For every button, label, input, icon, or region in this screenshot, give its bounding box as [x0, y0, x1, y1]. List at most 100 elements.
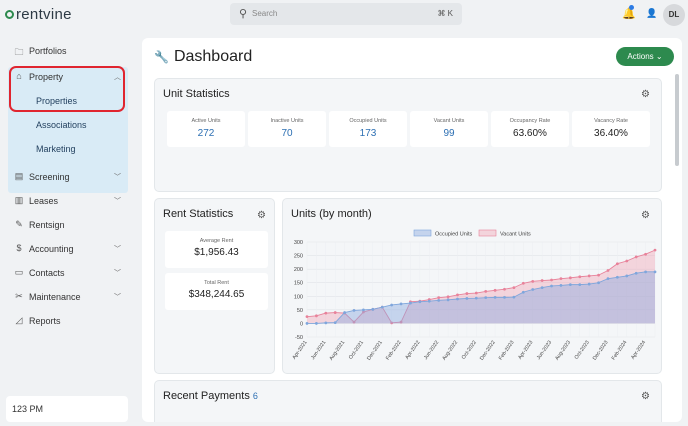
- sidebar-item-label: Accounting: [29, 244, 74, 254]
- chevron-down-icon[interactable]: ﹀: [114, 174, 121, 181]
- chevron-up-icon[interactable]: ︿: [114, 74, 121, 81]
- sidebar-item-label: Contacts: [29, 268, 65, 278]
- data-point: [615, 262, 619, 266]
- x-tick-label: Jun-2022: [423, 340, 440, 361]
- brand-logo[interactable]: rentvine: [5, 6, 72, 23]
- avatar[interactable]: DL: [663, 4, 685, 26]
- sidebar-item-reports[interactable]: ◿ Reports: [8, 310, 128, 332]
- data-point: [625, 259, 629, 263]
- x-tick-label: Oct-2023: [574, 340, 591, 361]
- highlight-annotation: [9, 66, 125, 112]
- sidebar-item-label: Screening: [29, 172, 70, 182]
- gear-icon[interactable]: ⚙: [257, 210, 266, 221]
- total-rent-label: Total Rent: [204, 280, 229, 286]
- x-tick-label: Oct-2022: [461, 340, 478, 361]
- average-rent-label: Average Rent: [199, 238, 234, 244]
- gear-icon[interactable]: ⚙: [641, 89, 650, 100]
- data-point: [399, 302, 403, 306]
- recent-payments-card: Recent Payments 6 ⚙: [154, 380, 662, 422]
- data-point: [521, 290, 525, 294]
- gear-icon[interactable]: ⚙: [641, 391, 650, 402]
- data-point: [362, 310, 365, 314]
- data-point: [371, 307, 375, 311]
- x-tick-label: Feb-2022: [385, 340, 403, 362]
- y-tick-label: 200: [294, 267, 303, 273]
- sidebar-item-property[interactable]: ⌂ Property ︿: [8, 66, 128, 88]
- data-point: [484, 296, 488, 300]
- card-title: Rent Statistics: [163, 208, 234, 220]
- data-point: [493, 288, 497, 292]
- sidebar-subitem-associations[interactable]: Associations: [8, 115, 128, 135]
- sidebar-subitem-marketing[interactable]: Marketing: [8, 139, 128, 159]
- page-title: 🔧 Dashboard: [154, 48, 252, 66]
- stat-value[interactable]: 173: [359, 128, 377, 139]
- sidebar-item-portfolios[interactable]: 🗀 Portfolios: [8, 40, 128, 62]
- series-area-vacant-units: [307, 250, 655, 324]
- stat-value[interactable]: 272: [197, 128, 215, 139]
- x-tick-label: Aug-2023: [554, 340, 572, 362]
- x-tick-label: Jun-2021: [310, 340, 327, 361]
- data-point: [305, 315, 309, 319]
- subitem-label: Marketing: [36, 144, 76, 154]
- recent-payments-title: Recent Payments: [163, 390, 250, 402]
- chevron-down-icon[interactable]: ﹀: [114, 294, 121, 301]
- actions-label: Actions: [627, 52, 654, 61]
- data-point: [380, 305, 384, 309]
- series-line-vacant-units: [306, 249, 656, 324]
- stat-tile: Inactive Units 70: [248, 111, 326, 147]
- y-tick-label: 150: [294, 281, 303, 287]
- sidebar-item-label: Leases: [29, 196, 59, 206]
- units-by-month-card: Units (by month) ⚙ -50 0 50 100 150 200 250 300…: [282, 198, 662, 374]
- x-tick-label: Dec-2021: [366, 340, 384, 362]
- data-point: [597, 273, 600, 277]
- search-bar[interactable]: ⚲ Search ⌘ K: [230, 3, 462, 25]
- data-point: [503, 295, 506, 299]
- data-point: [653, 270, 657, 274]
- data-point: [512, 286, 516, 289]
- sidebar-item-accounting[interactable]: $ Accounting ﹀: [8, 238, 128, 260]
- y-tick-label: 250: [294, 254, 303, 260]
- sidebar-item-maintenance[interactable]: ✂ Maintenance ﹀: [8, 286, 128, 308]
- payments-count[interactable]: 6: [252, 391, 258, 401]
- stat-value[interactable]: 99: [443, 128, 455, 139]
- data-point: [606, 269, 610, 272]
- stat-tile: Occupancy Rate 63.60%: [491, 111, 569, 147]
- sidebar-item-contacts[interactable]: ▭ Contacts ﹀: [8, 262, 128, 284]
- chevron-down-icon[interactable]: ﹀: [114, 198, 121, 205]
- brand-name: rentvine: [16, 6, 72, 23]
- sidebar-item-leases[interactable]: ▥ Leases ﹀: [8, 190, 128, 212]
- stat-label: Inactive Units: [270, 118, 304, 124]
- subitem-label: Properties: [36, 96, 78, 106]
- sidebar-subitem-properties[interactable]: Properties: [8, 91, 128, 111]
- y-tick-label: -50: [295, 335, 303, 341]
- data-point: [550, 278, 553, 282]
- user-icon[interactable]: 👤: [646, 8, 658, 18]
- stat-value[interactable]: 70: [281, 128, 293, 139]
- chevron-down-icon[interactable]: ﹀: [114, 246, 121, 253]
- gear-icon[interactable]: ⚙: [641, 210, 650, 221]
- stat-label: Occupied Units: [349, 118, 387, 124]
- sidebar-item-screening[interactable]: ▤ Screening ﹀: [8, 166, 128, 188]
- search-shortcut: ⌘ K: [437, 9, 453, 18]
- chevron-down-icon[interactable]: ﹀: [114, 270, 121, 277]
- sidebar-item-rentsign[interactable]: ✎ Rentsign: [8, 214, 128, 236]
- data-point: [427, 299, 431, 303]
- data-point: [634, 271, 638, 275]
- notifications-bell-icon[interactable]: 🔔: [622, 5, 636, 20]
- stat-value: 36.40%: [594, 128, 628, 139]
- y-tick-label: 50: [297, 308, 303, 314]
- actions-button[interactable]: Actions ⌄: [616, 47, 674, 66]
- unit-statistics-card: Unit Statistics ⚙ Active Units 272 Inactiv…: [154, 78, 662, 192]
- data-point: [324, 311, 328, 315]
- stat-label: Vacancy Rate: [594, 118, 628, 124]
- stat-tile: Vacant Units 99: [410, 111, 488, 147]
- total-rent-box: Total Rent $348,244.65: [165, 273, 268, 310]
- x-tick-label: Jun-2023: [536, 340, 553, 361]
- data-point: [456, 293, 459, 297]
- x-tick-label: Aug-2022: [441, 340, 459, 362]
- subitem-label: Associations: [36, 120, 87, 130]
- x-tick-label: Apr-2024: [630, 340, 647, 361]
- scrollbar[interactable]: [675, 74, 679, 166]
- document-icon: ▤: [14, 171, 24, 181]
- data-point: [465, 297, 469, 300]
